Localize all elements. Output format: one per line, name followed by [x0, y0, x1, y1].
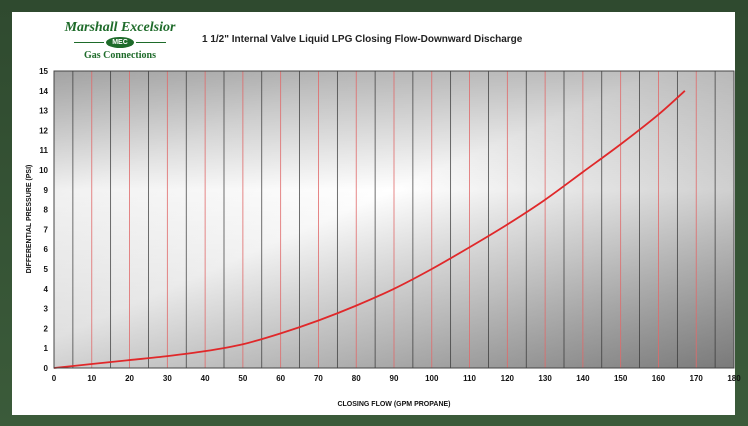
y-tick-label: 15: [39, 67, 48, 76]
x-tick-label: 100: [425, 374, 439, 383]
y-tick-label: 7: [44, 225, 49, 234]
x-tick-label: 80: [352, 374, 361, 383]
x-tick-label: 160: [652, 374, 666, 383]
y-tick-label: 9: [44, 186, 49, 195]
y-tick-label: 11: [40, 146, 49, 155]
x-tick-label: 40: [201, 374, 210, 383]
x-tick-label: 0: [52, 374, 57, 383]
y-tick-label: 3: [44, 305, 49, 314]
y-tick-label: 14: [39, 87, 48, 96]
y-tick-label: 8: [44, 206, 49, 215]
x-tick-label: 150: [614, 374, 628, 383]
x-axis-label: CLOSING FLOW (GPM PROPANE): [337, 401, 450, 408]
y-tick-label: 0: [44, 364, 49, 373]
y-tick-label: 5: [44, 265, 49, 274]
x-tick-label: 70: [314, 374, 323, 383]
y-tick-label: 12: [39, 126, 48, 135]
x-tick-label: 170: [690, 374, 704, 383]
x-tick-label: 140: [576, 374, 590, 383]
x-tick-label: 10: [87, 374, 96, 383]
x-tick-label: 30: [163, 374, 172, 383]
x-tick-label: 90: [390, 374, 399, 383]
y-tick-label: 10: [39, 166, 48, 175]
x-tick-label: 130: [538, 374, 552, 383]
x-tick-label: 180: [727, 374, 741, 383]
y-tick-label: 6: [44, 245, 49, 254]
x-tick-label: 50: [238, 374, 247, 383]
x-tick-label: 120: [501, 374, 515, 383]
x-tick-labels: 0 10 20 30 40 50 60 70 80 90 100 110 120 130 140 150 160…: [52, 374, 741, 383]
y-axis-label: DIFFERENTIAL PRESSURE (PSI): [26, 165, 33, 274]
y-tick-label: 2: [44, 324, 49, 333]
x-tick-label: 20: [125, 374, 134, 383]
y-tick-label: 4: [44, 285, 49, 294]
y-tick-label: 1: [44, 344, 49, 353]
x-tick-label: 110: [463, 374, 476, 383]
x-tick-label: 60: [276, 374, 285, 383]
y-tick-label: 13: [39, 107, 48, 116]
